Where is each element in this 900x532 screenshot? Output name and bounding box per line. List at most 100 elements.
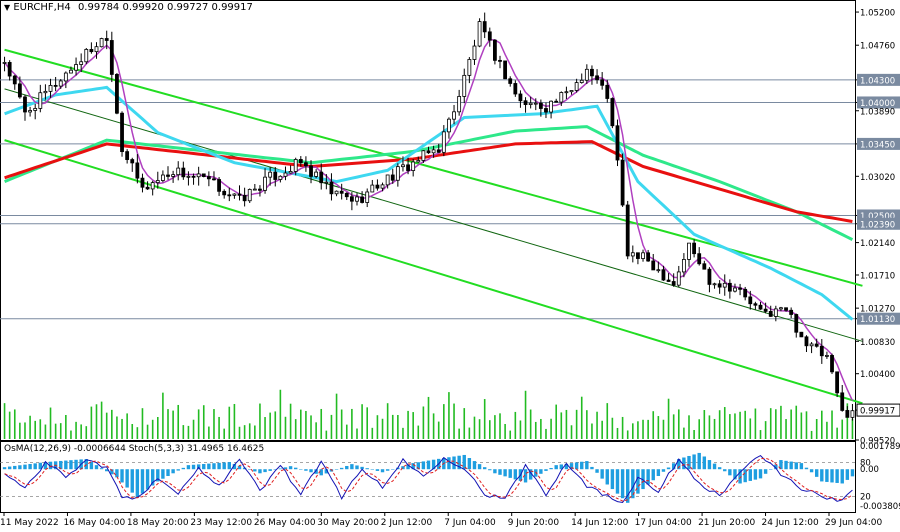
- osma-bar: [477, 464, 482, 470]
- osma-bar: [110, 469, 114, 475]
- price-tick-label: 1.03890: [860, 107, 895, 117]
- candle: [814, 338, 819, 348]
- osma-bar: [482, 467, 487, 470]
- osma-bar: [753, 469, 758, 480]
- candle-body: [727, 282, 732, 292]
- candle-body: [549, 100, 553, 113]
- candle-body: [155, 180, 160, 184]
- candle: [252, 183, 257, 191]
- osma-bar: [130, 469, 134, 493]
- candle-body: [109, 40, 114, 75]
- level-price-box: [857, 137, 900, 150]
- candle-body: [462, 74, 467, 97]
- candle: [380, 182, 385, 192]
- osma-bar: [339, 467, 344, 470]
- candle-body: [201, 173, 206, 177]
- candle-body: [840, 392, 845, 411]
- candle-body: [487, 31, 492, 41]
- osma-bar: [391, 469, 395, 470]
- candle: [309, 160, 313, 184]
- candle: [452, 104, 456, 125]
- candle-body: [610, 98, 615, 127]
- candle-body: [242, 194, 247, 202]
- channel-midline: [4, 88, 863, 342]
- level-price-box: [857, 217, 900, 230]
- candle-body: [283, 172, 288, 177]
- candle-body: [99, 38, 104, 48]
- osma-bar: [120, 469, 124, 483]
- candle-body: [605, 84, 610, 99]
- candle-body: [733, 287, 737, 292]
- osma-bar: [615, 469, 620, 494]
- osma-bar: [590, 466, 594, 470]
- candle: [48, 78, 53, 98]
- osma-bar: [365, 468, 369, 470]
- candle-body: [850, 410, 855, 418]
- osma-bar: [278, 468, 283, 470]
- candle: [625, 200, 630, 260]
- candle: [349, 192, 354, 211]
- candle-body: [472, 45, 477, 60]
- osma-bar: [830, 469, 834, 483]
- candle: [748, 290, 753, 310]
- osma-bar: [18, 465, 22, 470]
- candle: [722, 274, 727, 296]
- candle-body: [171, 174, 176, 177]
- osma-bar: [421, 461, 426, 470]
- osma-bar: [452, 456, 456, 470]
- osma-bar: [462, 454, 466, 470]
- candle: [33, 103, 38, 120]
- osma-bar: [166, 469, 170, 477]
- indicator-panel-border: [0, 441, 856, 513]
- candle-body: [140, 177, 145, 188]
- osma-bar: [728, 469, 732, 476]
- candle: [738, 283, 742, 296]
- osma-bar: [253, 469, 257, 472]
- osma-bar: [385, 469, 390, 471]
- candle-body: [58, 80, 63, 87]
- osma-bar: [682, 457, 686, 470]
- candle: [74, 57, 78, 76]
- volume-bars: [3, 389, 854, 439]
- candle: [789, 307, 794, 319]
- candle-body: [773, 308, 778, 317]
- candle: [416, 156, 421, 163]
- candle-body: [809, 343, 814, 347]
- candle: [513, 80, 518, 97]
- osma-bar: [324, 469, 329, 474]
- price-tick-label: 1.05200: [860, 9, 895, 19]
- osma-bar: [43, 462, 48, 470]
- price-tick-label: 1.03450: [860, 140, 895, 150]
- candle-body: [191, 175, 196, 178]
- candle: [554, 98, 559, 103]
- candle-body: [768, 311, 773, 317]
- collapse-triangle-icon[interactable]: ▼: [4, 3, 11, 12]
- price-tick-label: 1.01270: [860, 305, 895, 315]
- candle: [273, 167, 278, 187]
- candle-body: [339, 190, 344, 194]
- candle: [758, 301, 763, 310]
- candle-body: [176, 167, 181, 176]
- candle: [278, 175, 283, 183]
- chart-title: ▼ EURCHF,H4 0.99784 0.99920 0.99727 0.99…: [4, 2, 253, 13]
- candle-body: [115, 74, 119, 114]
- osma-bar: [554, 465, 558, 470]
- osma-bar: [646, 469, 650, 485]
- osma-bar: [789, 461, 793, 470]
- osma-bar: [758, 469, 763, 479]
- candle-body: [416, 160, 421, 163]
- candle-body: [804, 336, 809, 347]
- candle-body: [457, 96, 462, 113]
- candle: [549, 100, 553, 119]
- osma-bar: [610, 469, 615, 490]
- candle: [171, 170, 176, 183]
- candle: [293, 157, 298, 176]
- candle-body: [825, 355, 829, 357]
- osma-bar: [814, 469, 819, 477]
- osma-bar: [636, 469, 640, 494]
- candle-body: [252, 188, 257, 191]
- candle-body: [579, 79, 584, 83]
- candle-body: [738, 287, 742, 290]
